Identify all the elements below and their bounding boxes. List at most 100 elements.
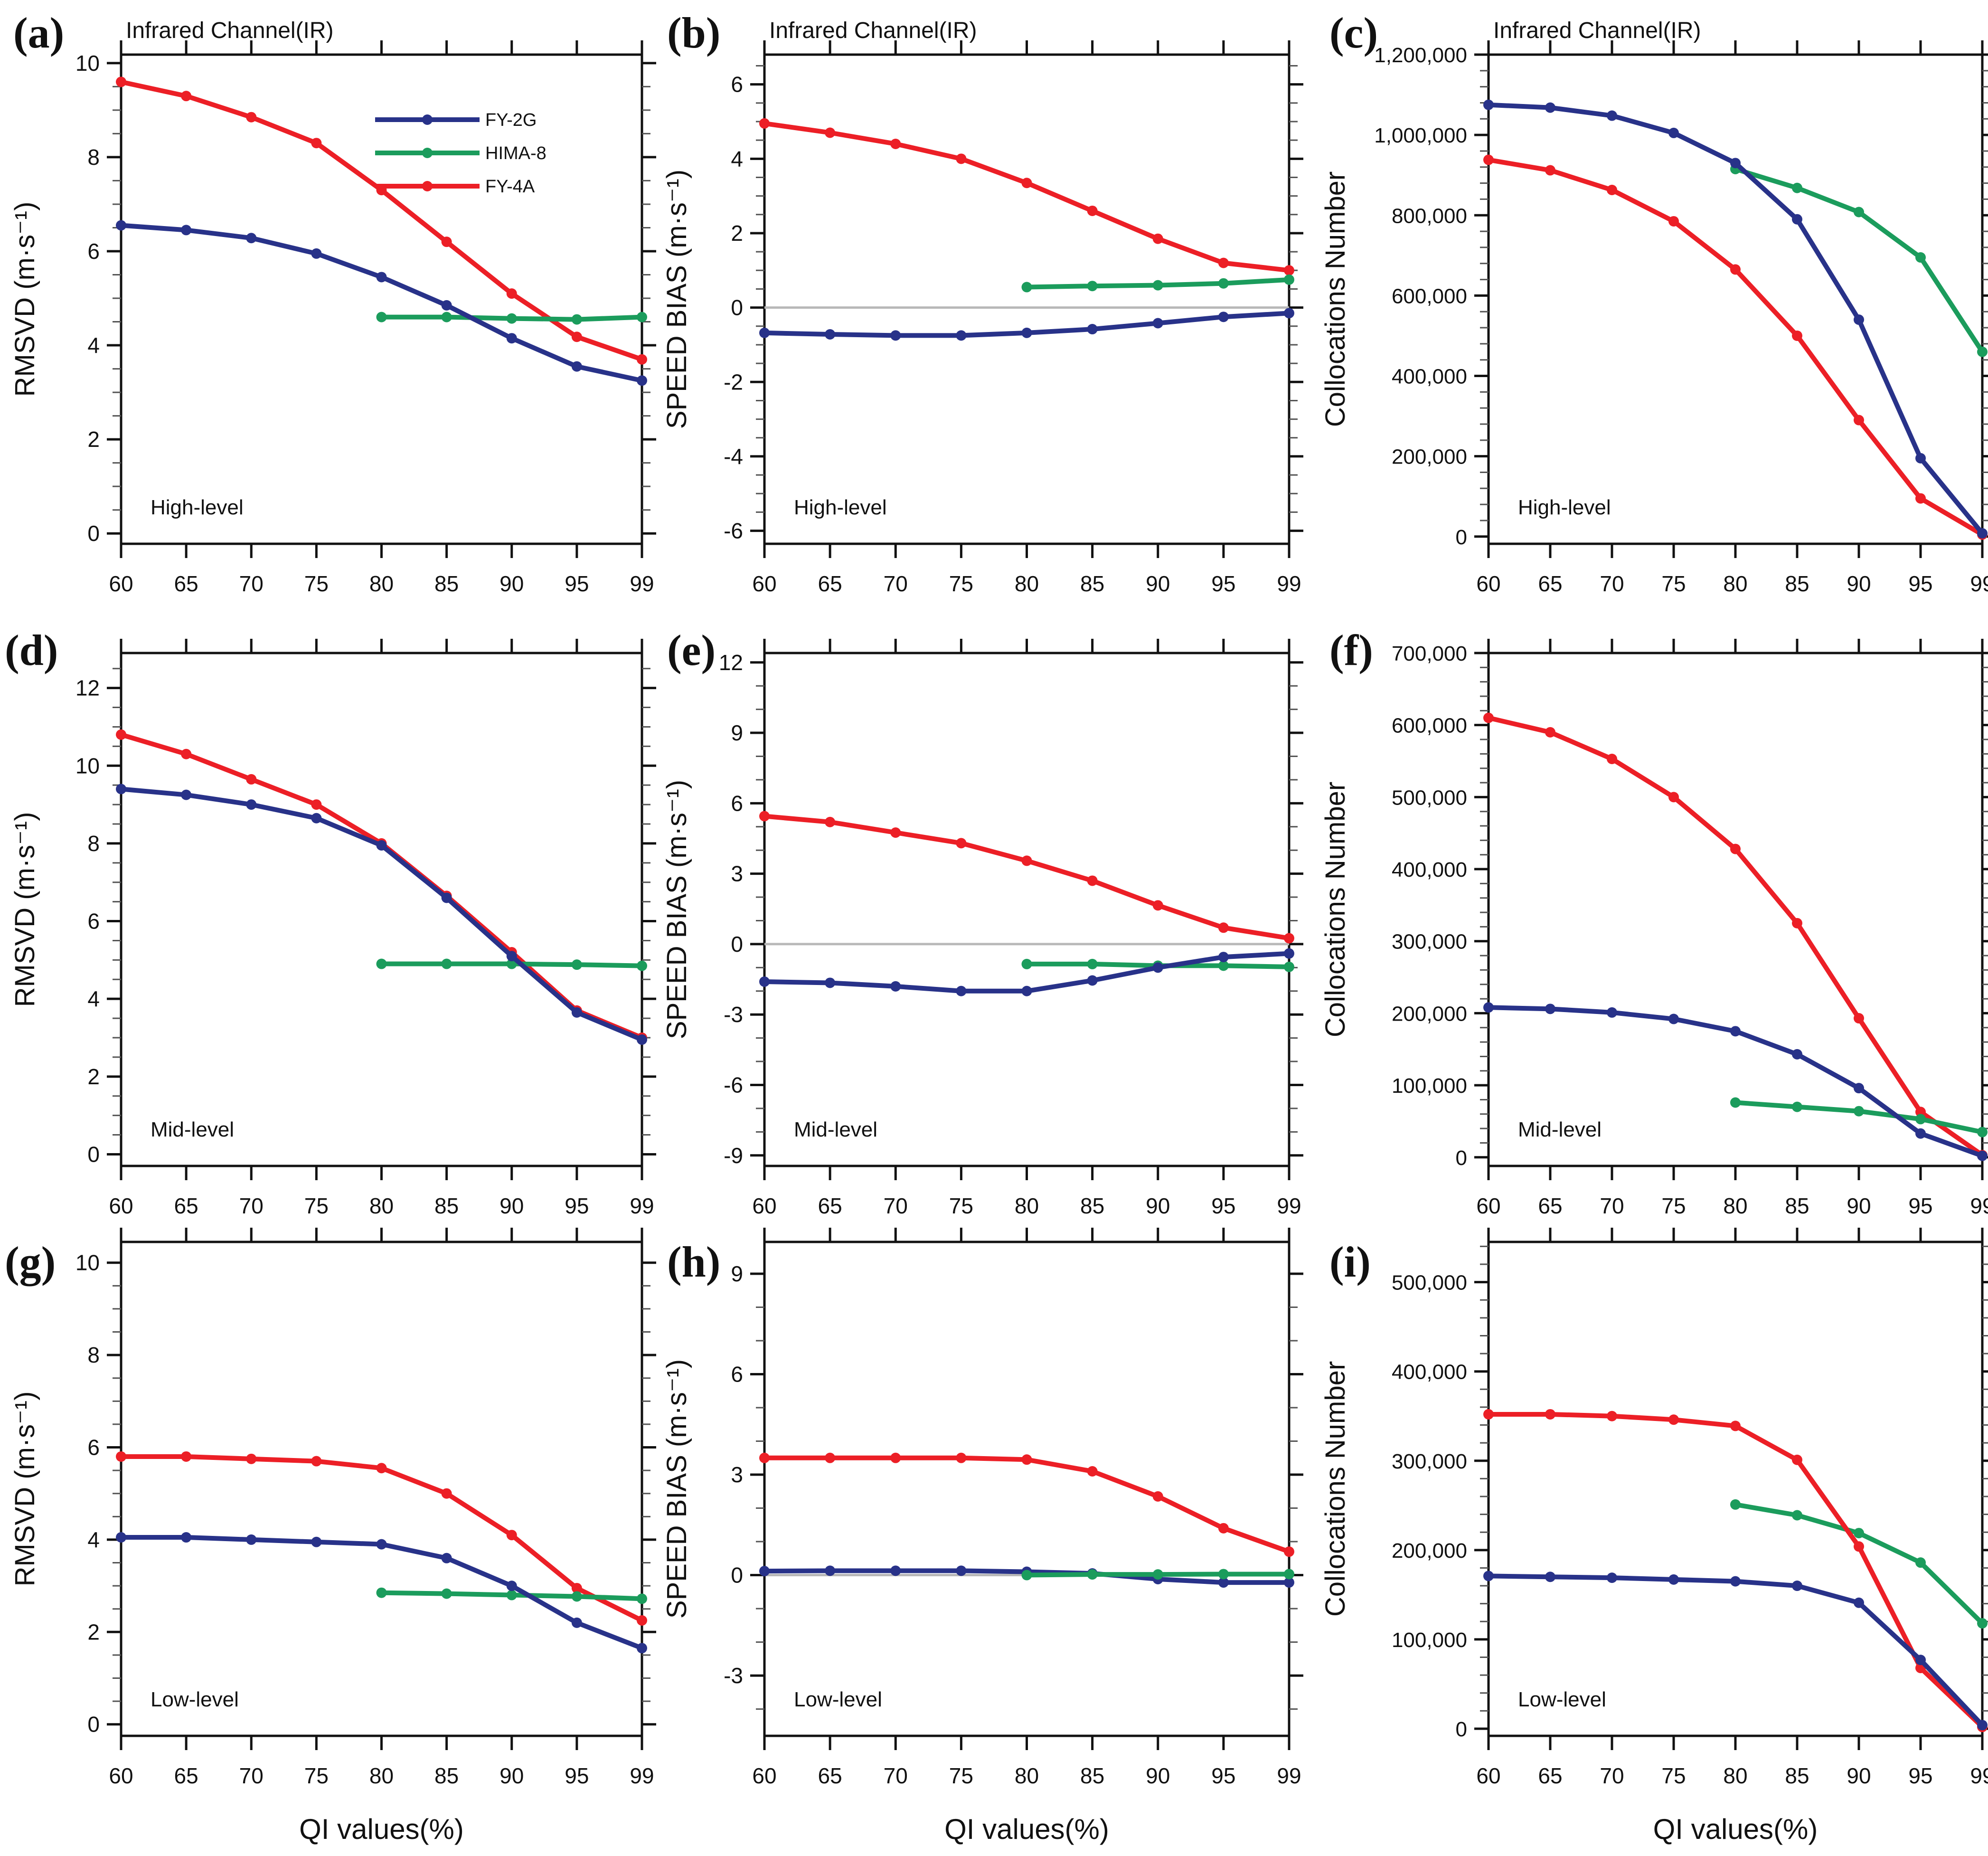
series-line-FY-4A [762, 121, 1291, 273]
x-axis-label: QI values(%) [299, 1813, 464, 1845]
data-point-FY-2G [1730, 158, 1741, 169]
y-tick-label: 700,000 [1392, 642, 1467, 665]
data-point-FY-2G [1607, 110, 1617, 121]
data-point-FY-4A [1152, 1491, 1163, 1502]
y-tick-label: 4 [87, 986, 100, 1011]
y-tick-label: 200,000 [1392, 445, 1467, 469]
panel-letter: (f) [1329, 626, 1373, 674]
data-point-HIMA-8 [1792, 1510, 1802, 1521]
y-tick-label: 0 [87, 521, 100, 546]
x-tick-label: 95 [1908, 1763, 1932, 1788]
data-point-FY-4A [1730, 843, 1741, 854]
plot-frame [1487, 53, 1984, 545]
panel-g: 0 2 4 6 8 10 60 65 70 75 80 85 90 95 99 (g) Low-level RMS… [0, 1228, 662, 1856]
data-point-FY-4A [1545, 1409, 1555, 1420]
data-point-HIMA-8 [1218, 1569, 1229, 1580]
plot-frame [763, 53, 1291, 545]
data-point-FY-2G [376, 1539, 387, 1550]
data-point-FY-2G [825, 1565, 836, 1576]
data-point-FY-2G [1730, 1026, 1741, 1037]
data-point-FY-4A [890, 1452, 901, 1463]
x-tick-label: 90 [1847, 1763, 1871, 1788]
y-tick-label: 500,000 [1392, 786, 1467, 809]
data-point-FY-2G [1607, 1007, 1617, 1018]
data-point-FY-4A [441, 237, 452, 247]
data-point-FY-2G [311, 248, 322, 259]
panel-i: 0 100,000 200,000 300,000 400,000 500,000 60 65… [1320, 1228, 1988, 1856]
data-point-HIMA-8 [637, 312, 647, 322]
data-point-HIMA-8 [637, 1593, 647, 1604]
x-tick-label: 95 [1211, 1193, 1235, 1218]
x-tick-label: 70 [884, 1193, 908, 1218]
x-tick-label: 80 [369, 1193, 394, 1218]
data-point-FY-4A [1607, 753, 1617, 764]
panel-letter: (c) [1329, 9, 1378, 57]
data-point-FY-2G [956, 330, 967, 341]
x-tick-label: 85 [1785, 1763, 1809, 1788]
panel-a: 0 2 4 6 8 10 60 65 70 75 80 85 90 95 99 (a) Infrared Cha… [0, 0, 662, 617]
data-point-HIMA-8 [1915, 1114, 1926, 1125]
data-point-FY-2G [1284, 948, 1294, 959]
data-point-FY-4A [890, 138, 901, 149]
plot-frame [120, 1240, 643, 1737]
data-point-FY-4A [759, 118, 770, 129]
data-point-FY-2G [1668, 127, 1679, 138]
y-axis-label: SPEED BIAS (m·s⁻¹) [661, 1359, 692, 1619]
data-point-FY-4A [1021, 178, 1032, 189]
data-point-FY-2G [890, 981, 901, 992]
data-point-FY-2G [1977, 528, 1988, 539]
data-point-HIMA-8 [1854, 207, 1864, 218]
x-tick-label: 75 [949, 1193, 973, 1218]
data-point-FY-2G [759, 327, 770, 338]
x-tick-label: 70 [884, 571, 908, 596]
y-tick-label: 12 [75, 676, 100, 701]
data-point-FY-2G [1545, 1572, 1555, 1582]
x-tick-label: 95 [1908, 571, 1932, 596]
data-point-FY-2G [441, 300, 452, 311]
x-tick-label: 80 [1015, 1763, 1039, 1788]
data-point-FY-4A [116, 1451, 126, 1462]
y-tick-label: 6 [731, 72, 743, 97]
y-tick-label: 10 [75, 753, 100, 778]
x-tick-label: 85 [1785, 571, 1809, 596]
y-axis-label: RMSVD (m·s⁻¹) [9, 812, 40, 1007]
y-axis-label: RMSVD (m·s⁻¹) [9, 1392, 40, 1587]
data-point-HIMA-8 [1977, 1618, 1988, 1629]
data-point-HIMA-8 [1915, 252, 1926, 263]
y-tick-label: -4 [724, 444, 743, 469]
data-point-FY-4A [246, 1453, 257, 1464]
data-point-FY-4A [1607, 1411, 1617, 1421]
data-point-FY-4A [1545, 727, 1555, 738]
data-point-FY-4A [1021, 1454, 1032, 1465]
data-point-FY-2G [1977, 1150, 1988, 1161]
x-tick-label: 99 [1970, 571, 1988, 596]
data-point-HIMA-8 [376, 958, 387, 969]
legend-marker-FY-2G [422, 114, 433, 125]
level-annotation: Low-level [151, 1688, 239, 1711]
data-point-FY-4A [956, 838, 967, 849]
data-point-FY-4A [1854, 1013, 1864, 1024]
data-point-FY-2G [1483, 99, 1494, 110]
legend-label-HIMA-8: HIMA-8 [485, 143, 546, 163]
data-point-FY-2G [1284, 308, 1294, 319]
legend-label-FY-4A: FY-4A [485, 177, 535, 197]
data-point-FY-2G [1021, 985, 1032, 996]
data-point-FY-4A [116, 76, 126, 87]
x-tick-label: 65 [174, 1763, 198, 1788]
data-point-HIMA-8 [1854, 1528, 1864, 1539]
data-point-FY-4A [246, 112, 257, 123]
x-tick-label: 80 [1723, 1763, 1747, 1788]
y-tick-label: 4 [731, 146, 743, 171]
data-point-FY-2G [1730, 1576, 1741, 1587]
data-point-FY-4A [825, 127, 836, 138]
panel-e: -9 -6 -3 0 3 6 9 12 60 65 70 75 80 85 90 95 99 (e) Mid-lev… [661, 617, 1325, 1235]
data-point-FY-2G [759, 976, 770, 987]
data-point-FY-2G [1607, 1572, 1617, 1583]
series-line-FY-2G [119, 223, 644, 383]
y-tick-label: 200,000 [1392, 1002, 1467, 1025]
data-point-FY-2G [890, 330, 901, 341]
x-tick-label: 95 [565, 1193, 589, 1218]
data-point-FY-2G [637, 1643, 647, 1654]
data-point-FY-4A [637, 1615, 647, 1626]
